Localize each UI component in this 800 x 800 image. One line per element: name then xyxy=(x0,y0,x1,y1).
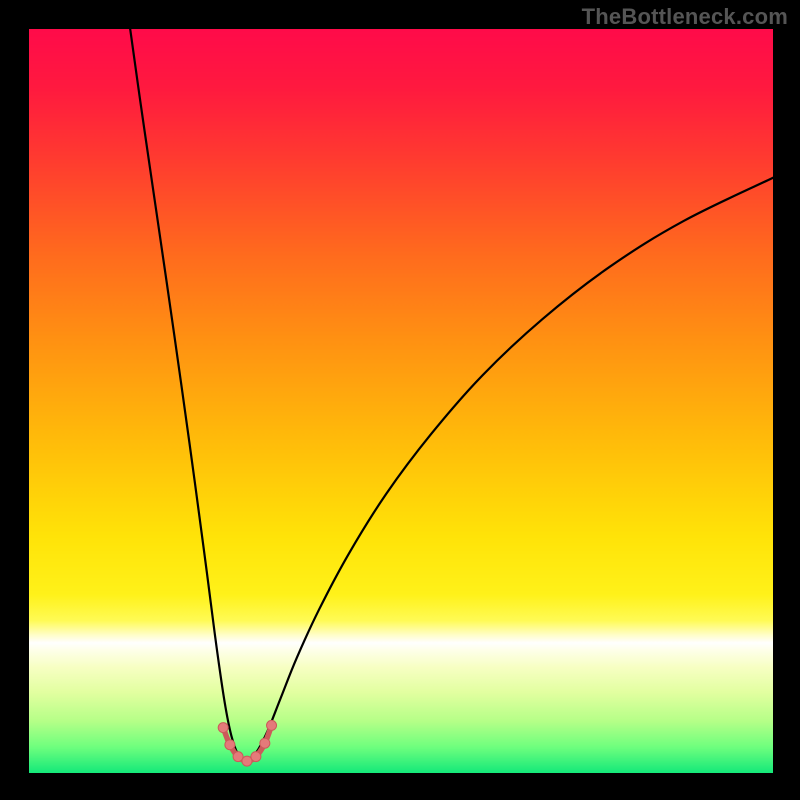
trough-marker-dot xyxy=(233,752,243,762)
watermark-text: TheBottleneck.com xyxy=(582,4,788,30)
trough-marker-dot xyxy=(267,720,277,730)
curve-left-limb xyxy=(130,29,245,761)
curve-right-limb xyxy=(246,178,774,761)
bottleneck-curves xyxy=(29,29,773,773)
trough-marker-dot xyxy=(218,723,228,733)
trough-marker-dot xyxy=(260,738,270,748)
trough-marker-dot xyxy=(242,756,252,766)
plot-area xyxy=(29,29,773,773)
trough-marker-dot xyxy=(251,752,261,762)
trough-marker-dot xyxy=(225,740,235,750)
